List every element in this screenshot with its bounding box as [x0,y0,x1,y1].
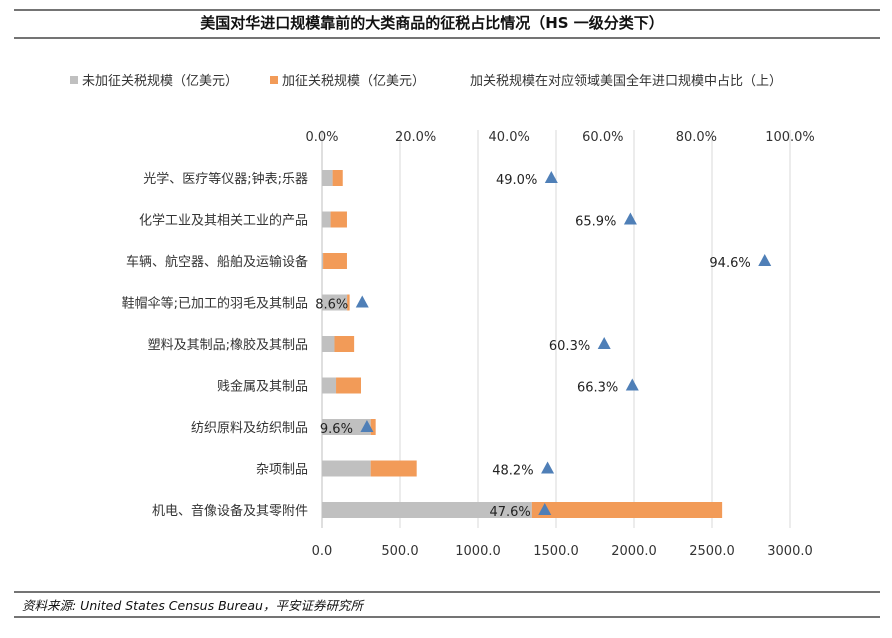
bars [322,170,723,518]
top-tick-label-100: 100.0% [765,130,815,145]
share-markers [355,171,772,515]
bottom-tick-label-2000: 2000.0 [611,544,657,559]
bottom-tick-label-1500: 1500.0 [533,544,579,559]
share-label-3: 8.6% [315,298,348,313]
category-label-3: 鞋帽伞等;已加工的羽毛及其制品 [122,296,308,312]
bar-taxed-3 [347,294,350,311]
category-label-5: 贱金属及其制品 [217,379,308,395]
share-marker-3 [355,295,369,308]
bar-untaxed-7 [322,460,371,477]
share-marker-1 [623,212,637,225]
top-tick-label-60: 60.0% [582,130,623,145]
bottom-tick-label-3000: 3000.0 [767,544,813,559]
bar-untaxed-3 [322,294,348,311]
source-note: 资料来源: United States Census Bureau，平安证券研究… [22,598,365,613]
share-label-4: 60.3% [549,339,590,354]
category-label-2: 车辆、航空器、船舶及运输设备 [126,254,308,270]
bar-taxed-1 [330,211,347,228]
bar-untaxed-8 [322,502,532,518]
bottom-tick-label-2500: 2500.0 [689,544,735,559]
legend-swatch-untaxed [70,76,78,84]
bar-untaxed-5 [322,377,337,394]
legend-label-taxed: 加征关税规模（亿美元） [282,74,425,89]
share-label-8: 47.6% [489,505,530,520]
top-tick-label-0: 0.0% [305,130,338,145]
bar-untaxed-4 [322,336,335,352]
bottom-axis-ticks: 0.0 500.0 1000.0 1500.0 2000.0 2500.0 3000.0 [312,544,813,559]
share-marker-5 [625,378,639,391]
share-label-0: 49.0% [496,173,537,188]
category-label-4: 塑料及其制品;橡胶及其制品 [148,337,308,353]
share-marker-7 [541,461,555,474]
bar-taxed-7 [370,460,417,477]
legend-swatch-taxed [270,76,278,84]
bottom-tick-label-0: 0.0 [312,544,333,559]
legend-label-share: 加关税规模在对应领域美国全年进口规模中占比（上） [470,73,782,89]
share-label-2: 94.6% [709,256,750,271]
top-tick-label-80: 80.0% [676,130,717,145]
bar-taxed-5 [336,377,361,394]
category-label-7: 杂项制品 [256,463,308,478]
legend-label-untaxed: 未加征关税规模（亿美元） [82,74,238,89]
bottom-tick-label-500: 500.0 [381,544,418,559]
share-label-1: 65.9% [575,215,616,230]
category-label-1: 化学工业及其相关工业的产品 [139,213,308,229]
share-marker-6 [360,420,374,432]
share-marker-0 [544,171,558,183]
top-tick-label-20: 20.0% [395,130,436,145]
share-label-7: 48.2% [492,464,533,479]
category-label-6: 纺织原料及纺织制品 [191,421,308,436]
share-marker-4 [597,337,611,349]
category-label-0: 光学、医疗等仪器;钟表;乐器 [143,171,308,187]
bar-taxed-2 [323,253,347,269]
legend: 未加征关税规模（亿美元） 加征关税规模（亿美元） 加关税规模在对应领域美国全年进… [70,73,782,89]
bar-taxed-0 [332,170,343,186]
category-label-8: 机电、音像设备及其零附件 [152,503,308,519]
data-labels: 49.0% 65.9% 94.6% 8.6% 60.3% 66.3% 9.6% 48.2% 47… [315,173,751,520]
bar-untaxed-0 [322,170,333,186]
share-marker-2 [758,254,772,266]
top-tick-label-40: 40.0% [489,130,530,145]
bar-untaxed-2 [322,253,324,269]
bar-taxed-8 [531,502,723,518]
bar-taxed-4 [334,336,355,352]
chart-title: 美国对华进口规模靠前的大类商品的征税占比情况（HS 一级分类下） [200,14,664,32]
top-axis-ticks: 0.0% 20.0% 40.0% 60.0% 80.0% 100.0% [305,130,814,145]
share-marker-8 [538,503,552,515]
share-label-6: 9.6% [320,422,353,437]
bar-untaxed-1 [322,211,331,228]
bar-untaxed-6 [322,419,371,435]
bar-taxed-6 [370,419,376,435]
share-label-5: 66.3% [577,381,618,396]
bottom-tick-label-1000: 1000.0 [455,544,501,559]
category-labels: 光学、医疗等仪器;钟表;乐器化学工业及其相关工业的产品车辆、航空器、船舶及运输设… [122,171,308,519]
